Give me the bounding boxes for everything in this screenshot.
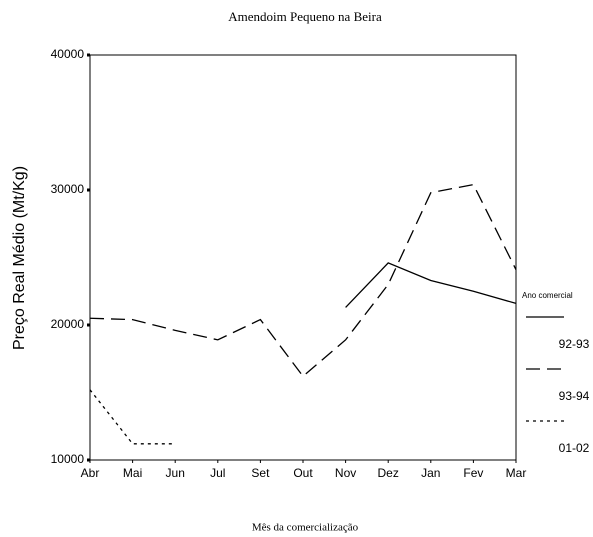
legend-label: 92-93 — [559, 337, 590, 351]
x-tick-label: Jun — [166, 466, 185, 480]
plot-frame — [89, 54, 517, 461]
line-series — [89, 183, 517, 378]
x-tick-label: Jan — [421, 466, 440, 480]
y-axis-label: Preço Real Médio (Mt/Kg) — [11, 166, 28, 350]
legend-label: 01-02 — [559, 441, 590, 455]
y-tick-label: 10000 — [51, 452, 85, 466]
legend-title: Ano comercial — [522, 291, 573, 300]
y-tick-label: 30000 — [51, 182, 85, 196]
y-tick-label: 40000 — [51, 47, 85, 61]
x-tick-label: Dez — [378, 466, 399, 480]
x-tick-label: Nov — [335, 466, 356, 480]
chart-title: Amendoim Pequeno na Beira — [228, 9, 382, 24]
y-tick-label: 20000 — [51, 317, 85, 331]
x-tick-label: Fev — [463, 466, 483, 480]
line-series — [89, 389, 176, 445]
x-tick-label: Abr — [81, 466, 100, 480]
x-tick-label: Jul — [210, 466, 225, 480]
line-series — [345, 262, 517, 308]
legend-label: 93-94 — [559, 389, 590, 403]
x-axis-label: Mês da comercialização — [252, 522, 359, 534]
x-tick-label: Mai — [123, 466, 142, 480]
x-tick-label: Mar — [506, 466, 527, 480]
x-tick-label: Set — [251, 466, 270, 480]
x-tick-label: Out — [293, 466, 313, 480]
